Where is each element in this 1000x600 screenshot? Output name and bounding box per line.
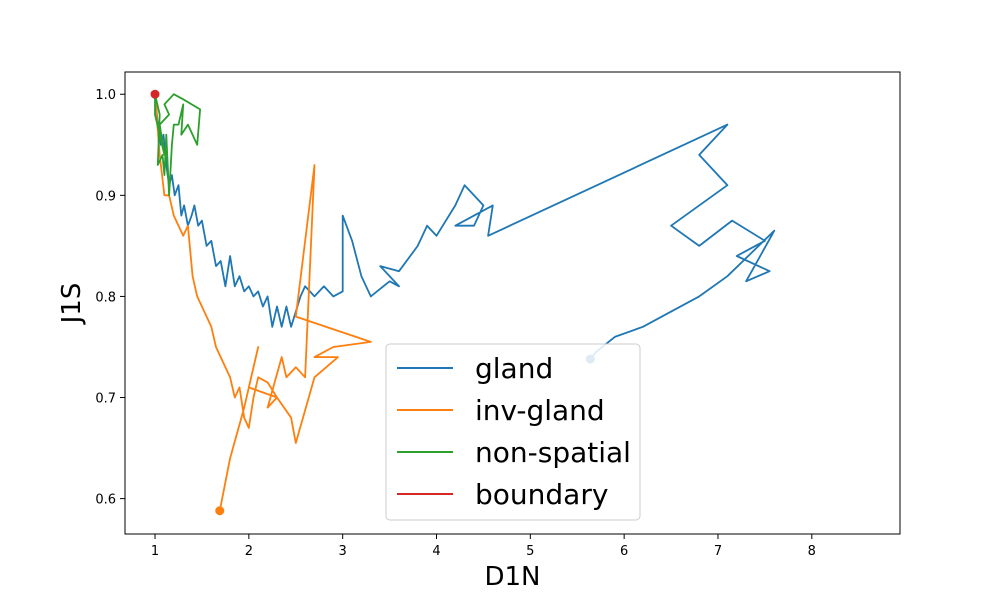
y-axis-label: J1S	[57, 283, 87, 326]
series-line-inv-gland	[154, 94, 372, 511]
series-layer	[154, 93, 776, 511]
y-axis: 0.6 0.7 0.8 0.9 1.0	[95, 88, 125, 508]
plot-area-frame	[124, 71, 901, 535]
x-tick-label: 8	[808, 544, 816, 559]
legend-label-non-spatial: non-spatial	[475, 436, 631, 469]
series-line-non-spatial	[154, 93, 202, 197]
legend-box	[385, 343, 641, 521]
legend-label-boundary: boundary	[475, 478, 608, 511]
x-tick-label: 5	[526, 544, 534, 559]
y-tick-label: 0.6	[95, 493, 116, 508]
y-tick-label: 0.9	[95, 189, 116, 204]
y-tick-label: 0.8	[95, 290, 116, 305]
x-tick-label: 6	[620, 544, 628, 559]
legend-label-gland: gland	[475, 352, 553, 385]
x-axis: 1 2 3 4 5 6 7 8	[151, 534, 816, 559]
y-tick-label: 1.0	[95, 88, 116, 103]
legend: gland inv-gland non-spatial boundary	[385, 343, 641, 521]
x-tick-label: 2	[245, 544, 253, 559]
x-tick-label: 4	[432, 544, 440, 559]
x-axis-label: D1N	[484, 562, 540, 592]
series-line-gland	[154, 94, 776, 360]
x-tick-label: 1	[151, 544, 159, 559]
endpoint-marker-inv-gland	[215, 506, 225, 516]
y-tick-label: 0.7	[95, 392, 116, 407]
x-tick-label: 7	[714, 544, 722, 559]
endpoint-marker-boundary	[150, 89, 160, 99]
x-tick-label: 3	[339, 544, 347, 559]
legend-label-inv-gland: inv-gland	[475, 394, 605, 427]
